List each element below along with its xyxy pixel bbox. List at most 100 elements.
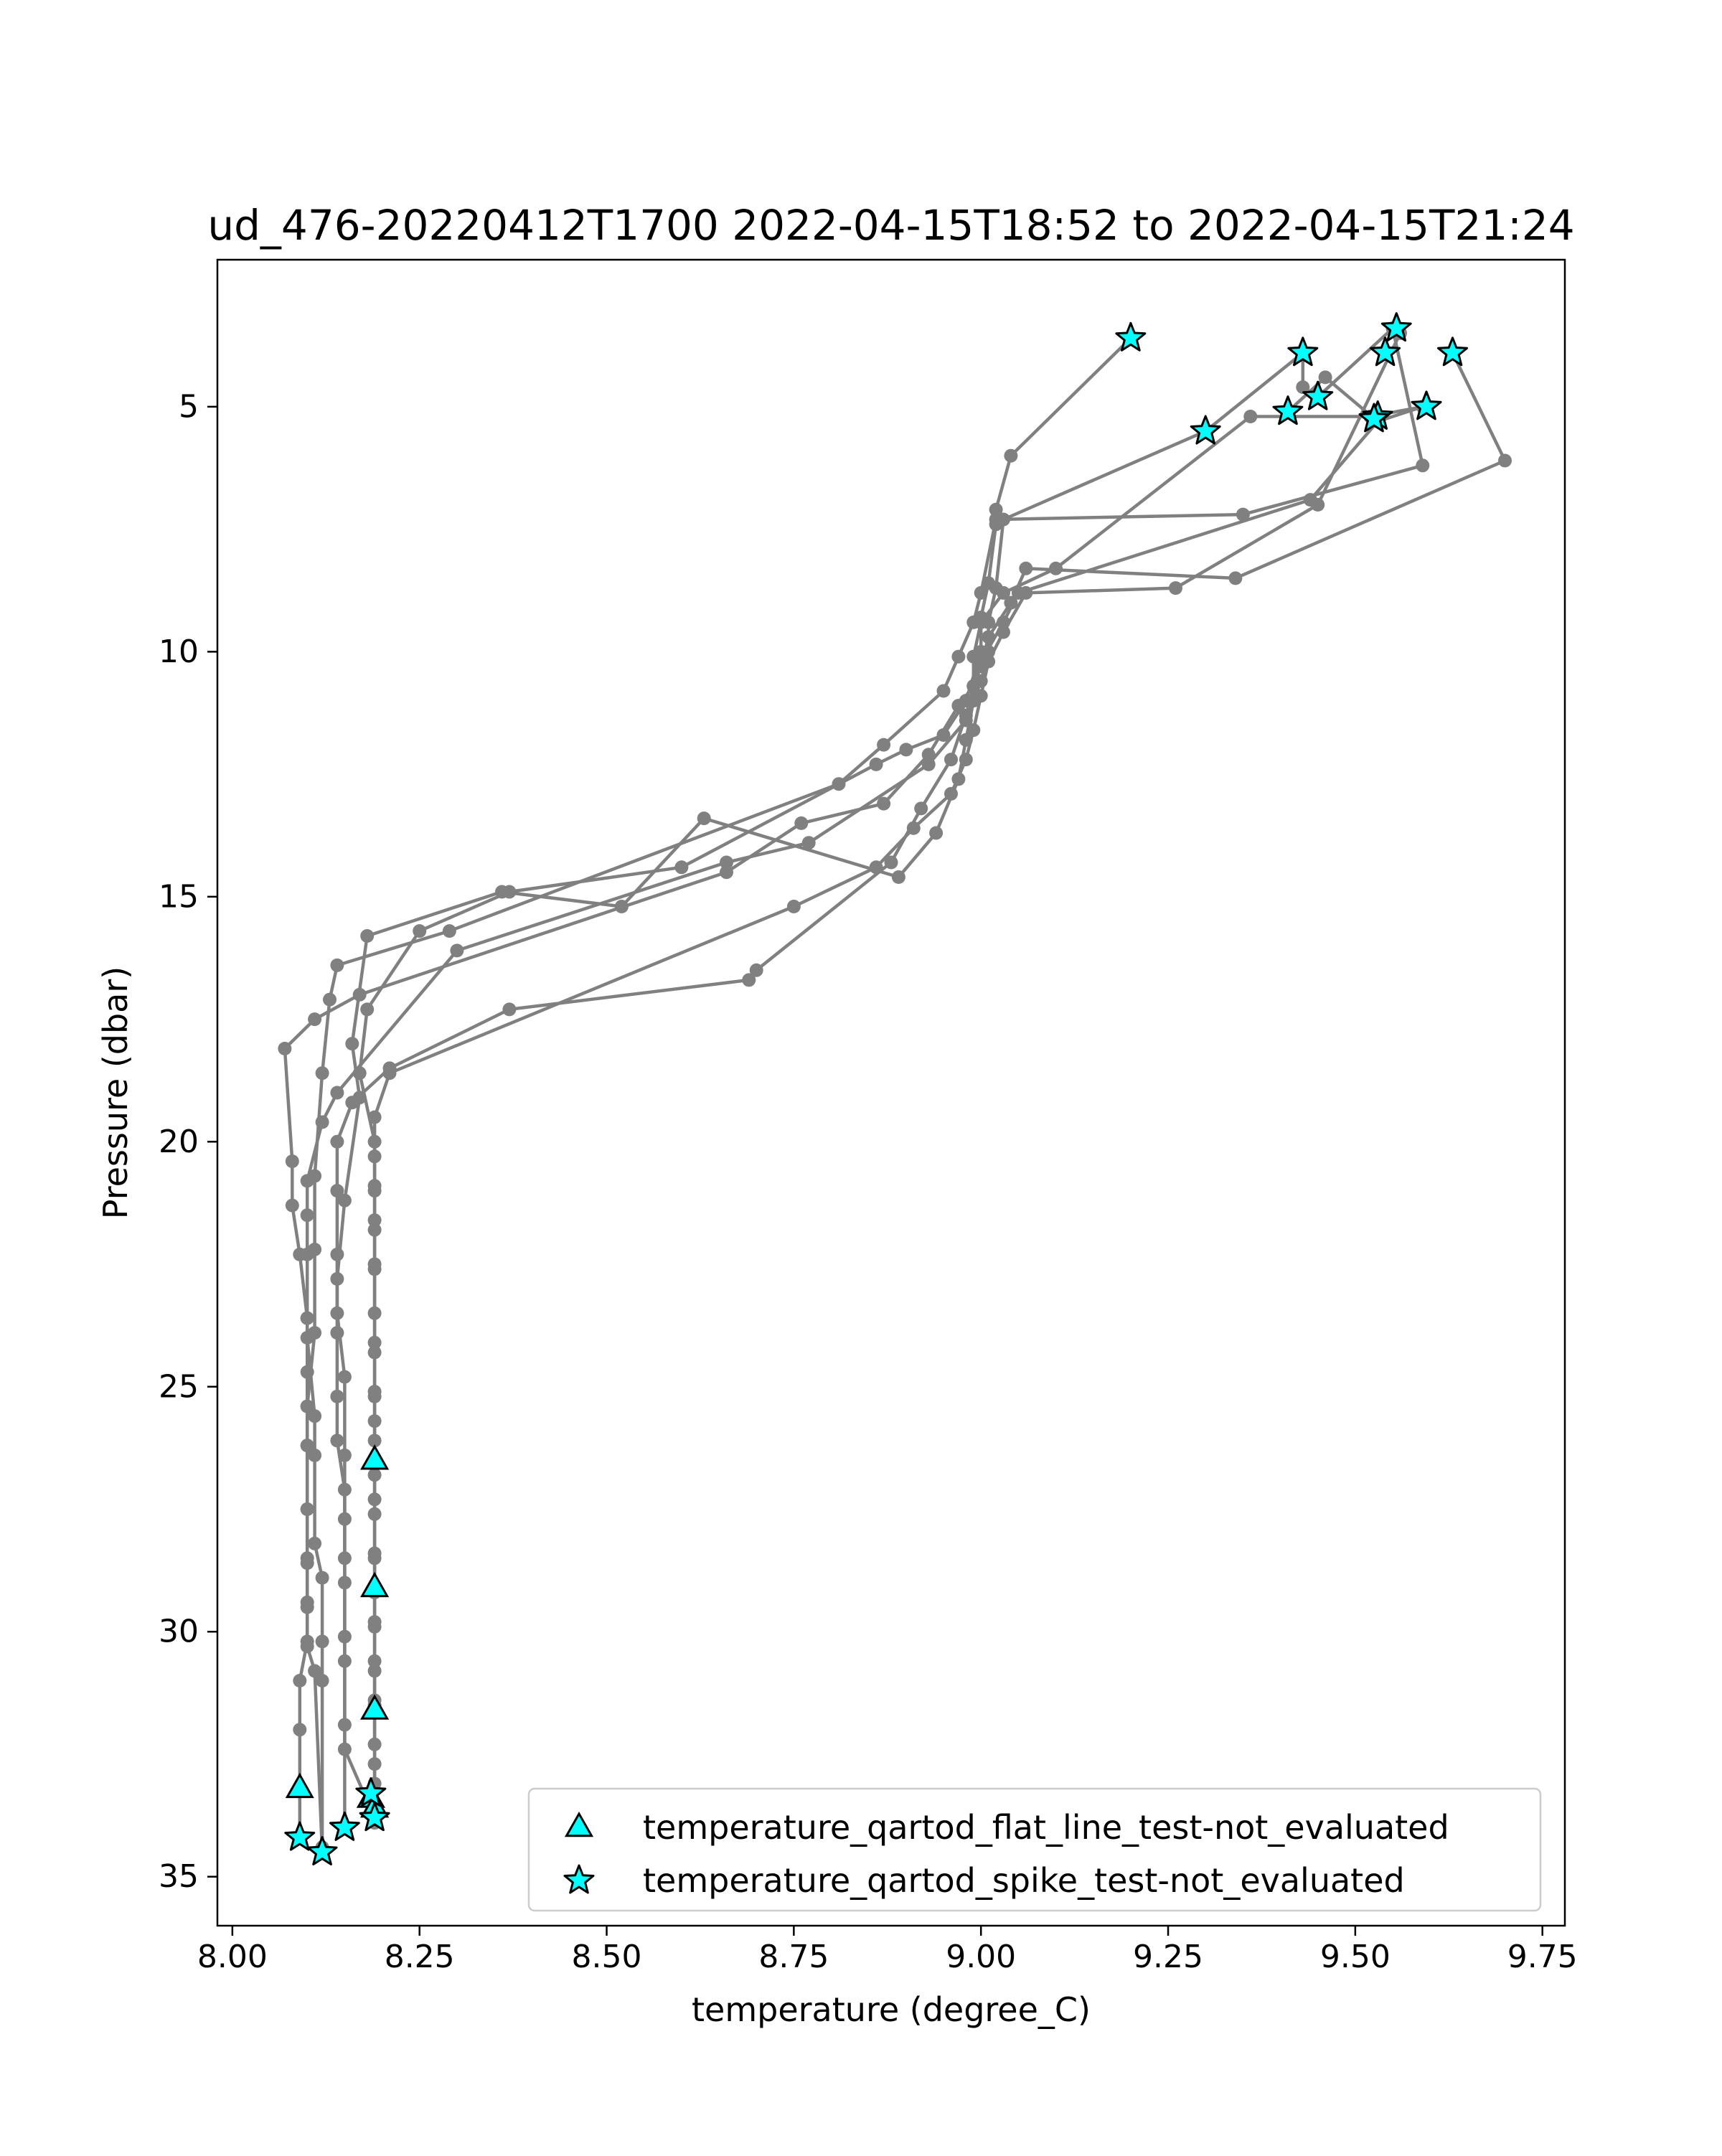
x-tick-label: 8.00 <box>197 1939 268 1975</box>
series-4-point <box>315 1571 329 1585</box>
series-6-point <box>337 1654 352 1668</box>
series-2 <box>293 346 1310 1845</box>
series-3-point <box>300 1399 314 1413</box>
series-6-point <box>502 1002 517 1017</box>
y-axis-ticks: 5 10 15 20 25 30 35 <box>159 388 217 1895</box>
series-6-point <box>345 1096 359 1110</box>
series-3-point <box>832 777 846 791</box>
series-6-point <box>337 1576 352 1590</box>
series-4-point <box>794 816 809 830</box>
series-3-point <box>936 684 951 698</box>
spike-marker <box>355 1777 387 1807</box>
series-3-point <box>308 1664 322 1678</box>
series-6-point <box>884 855 898 870</box>
series-7-point <box>367 1434 382 1448</box>
legend: temperature_qartod_flat_line_test-not_ev… <box>527 1787 1542 1912</box>
flat-line-marker <box>360 1444 390 1470</box>
series-6-point <box>742 973 756 987</box>
series-2-point <box>293 1723 307 1737</box>
x-tick-label: 9.00 <box>946 1939 1016 1975</box>
series-3-point <box>442 924 456 938</box>
series-4-line <box>283 375 1380 1849</box>
series-3-line <box>305 326 1425 1854</box>
x-tick-label: 8.75 <box>758 1939 829 1975</box>
series-5-point <box>997 585 1010 600</box>
series-6-point <box>330 1306 344 1320</box>
series-6-point <box>749 963 763 977</box>
spike-marker <box>1190 415 1221 445</box>
series-6-point <box>1019 561 1033 575</box>
series-5-point <box>330 1389 344 1403</box>
series-4-point <box>308 1012 322 1027</box>
series-3-point <box>877 738 891 752</box>
series-7-point <box>367 1262 382 1276</box>
series-6-point <box>337 1370 352 1384</box>
series-7-point <box>382 1066 397 1081</box>
series-5-point <box>966 649 981 664</box>
series-4-point <box>921 748 936 762</box>
series-2-point <box>300 1208 314 1223</box>
series-3-point <box>308 1169 322 1183</box>
series-7-point <box>786 900 801 913</box>
flat-line-marker <box>360 1694 390 1720</box>
flat-line-marker <box>285 1772 314 1799</box>
y-tick-label: 35 <box>159 1858 199 1895</box>
series-7-point <box>1311 498 1325 512</box>
series-7-point <box>367 1345 382 1360</box>
series-2-point <box>293 1674 307 1687</box>
series-1-point <box>413 924 427 938</box>
spike-marker <box>1370 336 1401 367</box>
series-4-point <box>293 1247 307 1261</box>
series-7-point <box>906 821 921 835</box>
spike-marker <box>329 1811 360 1841</box>
y-tick-label: 10 <box>159 634 199 670</box>
x-tick-label: 9.75 <box>1507 1939 1578 1975</box>
series-5 <box>330 400 1430 1835</box>
legend-flat-line-icon <box>564 1811 594 1837</box>
series-2-point <box>330 1086 344 1100</box>
series-6-point <box>914 801 928 816</box>
series-3-point <box>308 1243 322 1256</box>
series-3-point <box>300 1639 314 1654</box>
marker-layer <box>284 312 1468 1865</box>
series-4-point <box>278 1042 292 1055</box>
series-7-point <box>1169 581 1182 596</box>
series-6-point <box>337 1512 352 1526</box>
series-6-point <box>1498 453 1512 468</box>
series-7-point <box>367 1664 382 1678</box>
series-1-point <box>869 757 883 771</box>
series-7-point <box>367 1551 382 1566</box>
series-4-point <box>877 796 891 811</box>
y-tick-label: 15 <box>159 878 199 915</box>
series-1-point <box>674 860 689 875</box>
series-7-point <box>367 1468 382 1482</box>
series-7-point <box>367 1306 382 1320</box>
series-5-line <box>335 405 1425 1830</box>
spike-marker <box>1272 395 1304 425</box>
series-4-point <box>285 1154 299 1169</box>
spike-marker <box>1358 403 1390 433</box>
x-axis-label: temperature (degree_C) <box>692 1990 1091 2029</box>
series-4-point <box>308 1536 322 1550</box>
series-7-point <box>367 1619 382 1634</box>
series-6-point <box>337 1448 352 1462</box>
y-tick-label: 25 <box>159 1368 199 1405</box>
series-5-point <box>330 1434 344 1448</box>
series-4 <box>278 370 1385 1855</box>
legend-spike-icon <box>563 1864 595 1894</box>
series-5-point <box>330 1326 344 1340</box>
spike-marker <box>1302 380 1334 410</box>
series-7-point <box>367 1223 382 1237</box>
series-6-point <box>944 753 958 767</box>
series-7-point <box>367 1737 382 1751</box>
series-3 <box>300 321 1430 1860</box>
series-5-point <box>1243 410 1258 423</box>
series-2-point <box>801 836 816 850</box>
series-6-point <box>330 1134 344 1149</box>
series-1-point <box>360 1002 375 1017</box>
x-tick-label: 9.25 <box>1133 1939 1203 1975</box>
series-7-point <box>974 689 988 703</box>
series-3-point <box>1236 507 1250 522</box>
